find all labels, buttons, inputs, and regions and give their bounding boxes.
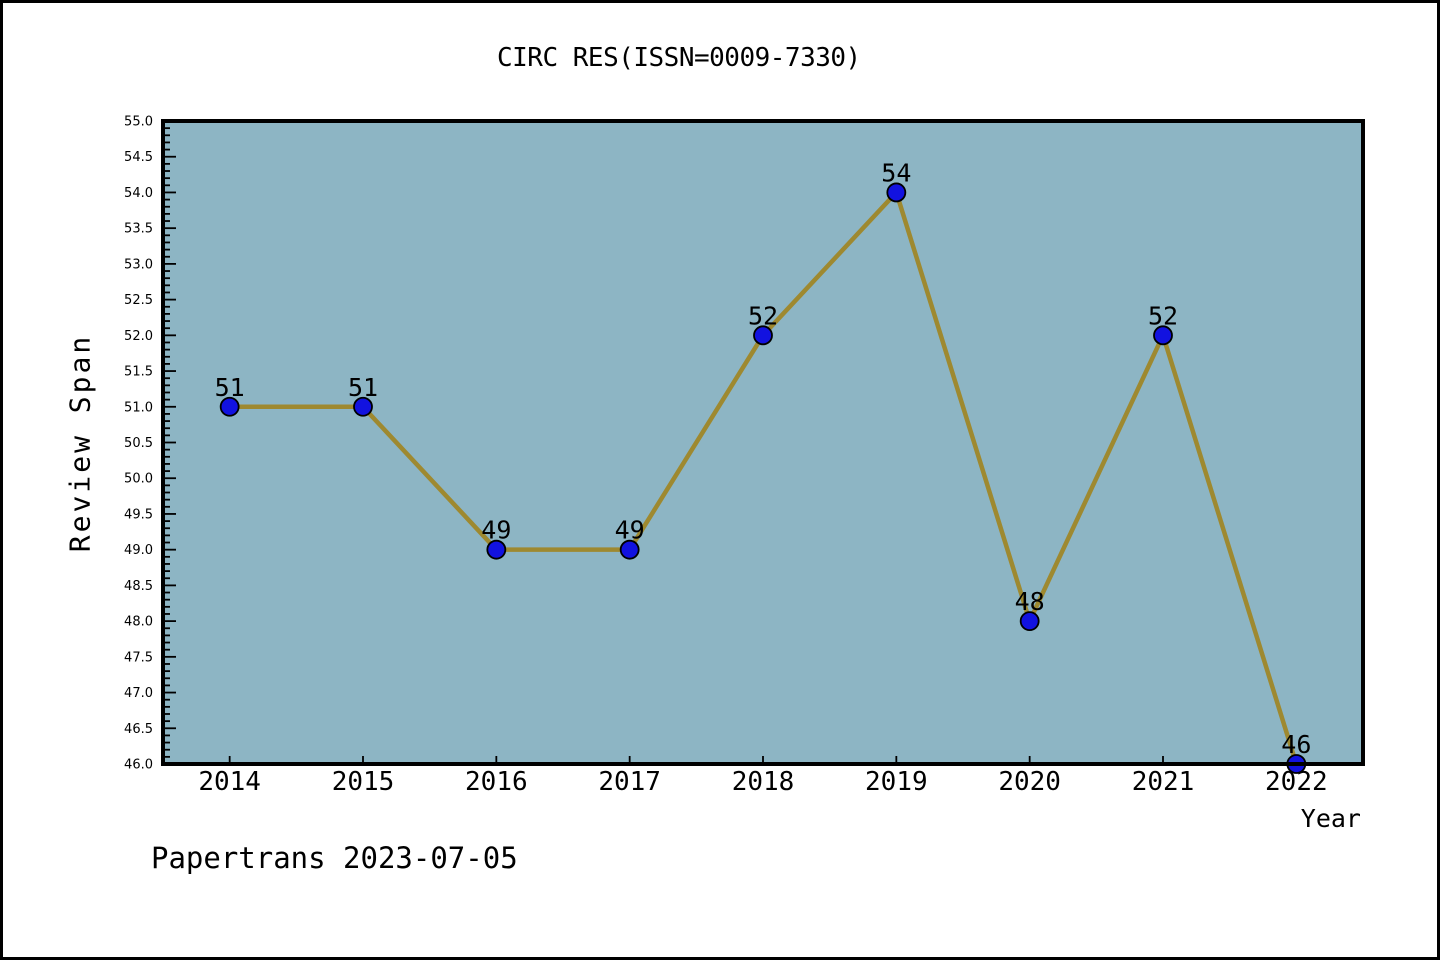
data-point (1019, 611, 1040, 632)
y-tick-label: 53.5 (124, 222, 153, 237)
y-tick-label: 50.5 (124, 436, 153, 451)
x-tick-label: 2017 (598, 767, 661, 797)
data-point (753, 325, 773, 346)
data-point (219, 396, 240, 417)
data-point-label: 54 (881, 158, 911, 187)
y-tick-label: 49.0 (124, 543, 153, 558)
y-tick-label: 52.0 (124, 329, 153, 344)
x-axis-label: Year (1300, 804, 1361, 833)
data-point (886, 182, 907, 203)
y-tick-label: 48.5 (124, 579, 153, 594)
y-tick-label: 55.0 (124, 115, 153, 130)
y-tick-label: 54.5 (124, 150, 153, 165)
y-tick-label: 51.5 (124, 365, 153, 380)
data-point-label: 52 (1148, 301, 1178, 330)
chart-title: CIRC RES(ISSN=0009-7330) (497, 43, 861, 73)
data-point-label: 48 (1015, 587, 1045, 616)
data-point (486, 539, 507, 560)
x-tick-label: 2021 (1132, 767, 1195, 797)
y-tick-label: 46.5 (124, 722, 153, 737)
data-point-label: 49 (615, 516, 645, 545)
y-tick-label: 50.0 (124, 472, 153, 487)
y-tick-label: 47.0 (124, 686, 153, 701)
x-tick-label: 2015 (332, 767, 395, 797)
plot-area (163, 121, 1363, 764)
data-point-label: 49 (481, 516, 511, 545)
data-point (353, 396, 373, 417)
y-tick-label: 47.5 (124, 650, 153, 665)
y-tick-label: 49.5 (124, 507, 153, 522)
y-tick-label: 46.0 (124, 758, 153, 773)
y-tick-label: 48.0 (124, 615, 153, 630)
data-point-label: 51 (348, 373, 378, 402)
x-tick-label: 2020 (998, 767, 1061, 797)
y-tick-label: 54.0 (124, 186, 153, 201)
y-tick-label: 51.0 (124, 400, 153, 415)
y-axis-label: Review Span (63, 333, 97, 553)
line-chart: 46.0 46.5 47.0 47.5 48.0 48.5 49.0 49.5 50.0 50.5… (124, 115, 1365, 797)
data-point-label: 46 (1281, 730, 1311, 759)
x-tick-label: 2019 (865, 767, 928, 797)
x-tick-label: 2014 (198, 767, 261, 797)
data-point-label: 51 (215, 373, 245, 402)
y-tick-label: 53.0 (124, 257, 153, 272)
data-point (1153, 325, 1173, 346)
watermark-text: Papertrans 2023-07-05 (151, 841, 518, 875)
data-point (619, 539, 640, 560)
data-point-label: 52 (748, 301, 778, 330)
x-tick-label: 2018 (732, 767, 795, 797)
plot-frame (161, 119, 1365, 766)
x-tick-label: 2016 (465, 767, 528, 797)
y-tick-label: 52.5 (124, 293, 153, 308)
